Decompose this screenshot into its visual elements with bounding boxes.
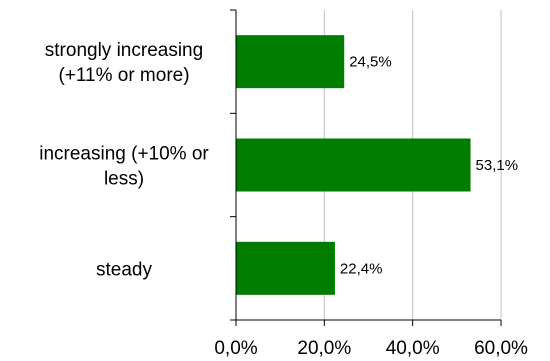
x-tick-label-1: 20,0%: [297, 338, 351, 359]
x-tick-label-0: 0,0%: [214, 338, 257, 359]
x-tick-label-2: 40,0%: [386, 338, 440, 359]
x-tick-label-3: 60,0%: [474, 338, 528, 359]
data-label-1: 53,1%: [476, 157, 519, 174]
category-label-1-line-0: increasing (+10% or: [39, 144, 209, 165]
bar-0: [236, 35, 345, 89]
category-label-0: strongly increasing (+11% or more): [45, 40, 203, 86]
category-label-2: steady: [96, 259, 152, 280]
category-label-1-line-1: less): [104, 169, 144, 190]
bars: [236, 35, 471, 295]
data-label-2: 22,4%: [340, 260, 383, 277]
bar-2: [236, 241, 335, 295]
category-label-2-line-0: steady: [96, 259, 152, 280]
labels: 0,0% 20,0% 40,0% 60,0% 24,5% strongly increas…: [39, 40, 528, 359]
category-label-0-line-0: strongly increasing: [45, 40, 203, 61]
category-label-1: increasing (+10% or less): [39, 144, 209, 190]
axes: [230, 9, 502, 326]
data-label-0: 24,5%: [349, 54, 392, 71]
category-label-0-line-1: (+11% or more): [58, 65, 189, 86]
bar-1: [236, 138, 471, 192]
